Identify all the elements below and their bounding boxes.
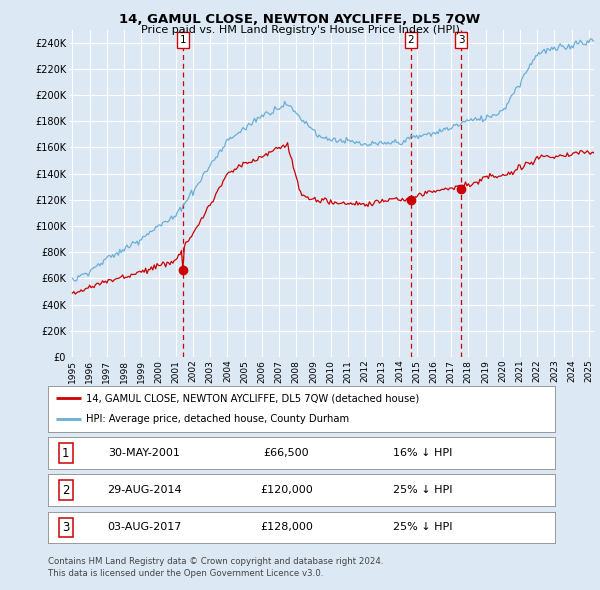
Text: 3: 3 (62, 521, 70, 534)
Text: Price paid vs. HM Land Registry's House Price Index (HPI): Price paid vs. HM Land Registry's House … (140, 25, 460, 35)
Text: 14, GAMUL CLOSE, NEWTON AYCLIFFE, DL5 7QW (detached house): 14, GAMUL CLOSE, NEWTON AYCLIFFE, DL5 7Q… (86, 394, 419, 404)
Text: £128,000: £128,000 (260, 523, 313, 532)
Text: 2: 2 (62, 484, 70, 497)
Text: 25% ↓ HPI: 25% ↓ HPI (394, 523, 453, 532)
Text: 29-AUG-2014: 29-AUG-2014 (107, 486, 182, 495)
Text: £66,500: £66,500 (263, 448, 309, 458)
Text: 1: 1 (62, 447, 70, 460)
Text: 16% ↓ HPI: 16% ↓ HPI (394, 448, 453, 458)
Text: 03-AUG-2017: 03-AUG-2017 (107, 523, 182, 532)
Text: 2: 2 (407, 35, 414, 45)
Text: HPI: Average price, detached house, County Durham: HPI: Average price, detached house, Coun… (86, 414, 349, 424)
Text: Contains HM Land Registry data © Crown copyright and database right 2024.
This d: Contains HM Land Registry data © Crown c… (48, 557, 383, 578)
Text: 30-MAY-2001: 30-MAY-2001 (109, 448, 180, 458)
Text: 1: 1 (179, 35, 186, 45)
Text: 25% ↓ HPI: 25% ↓ HPI (394, 486, 453, 495)
Text: 14, GAMUL CLOSE, NEWTON AYCLIFFE, DL5 7QW: 14, GAMUL CLOSE, NEWTON AYCLIFFE, DL5 7Q… (119, 13, 481, 26)
Text: £120,000: £120,000 (260, 486, 313, 495)
Text: 3: 3 (458, 35, 464, 45)
